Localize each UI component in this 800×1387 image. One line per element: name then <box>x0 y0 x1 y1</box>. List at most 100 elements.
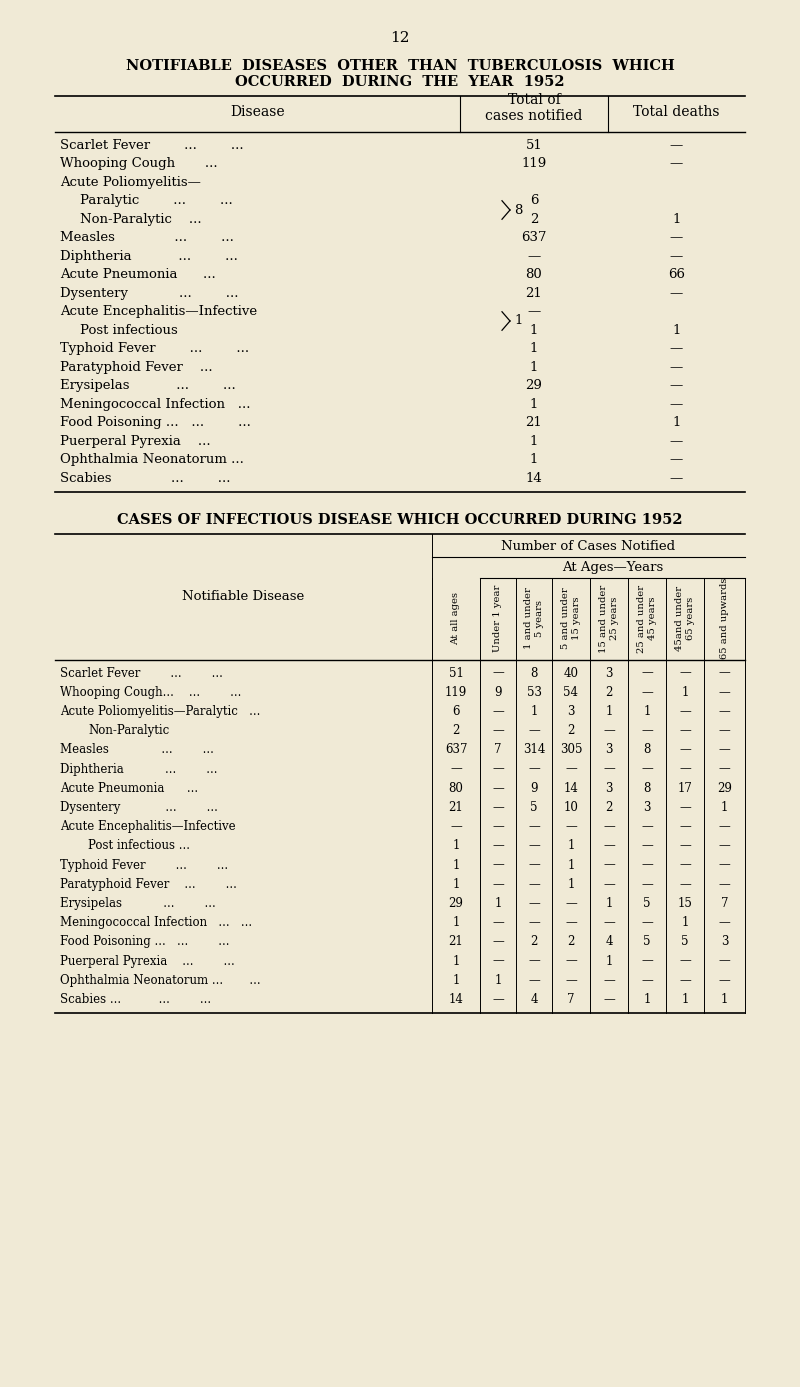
Text: —: — <box>718 724 730 738</box>
Text: 1: 1 <box>494 974 502 986</box>
Text: Dysentery            ...        ...: Dysentery ... ... <box>60 287 238 300</box>
Text: —: — <box>670 343 683 355</box>
Text: Food Poisoning ...   ...        ...: Food Poisoning ... ... ... <box>60 416 251 429</box>
Text: 1: 1 <box>672 416 681 429</box>
Text: Scabies              ...        ...: Scabies ... ... <box>60 472 230 484</box>
Text: —: — <box>679 859 691 871</box>
Text: —: — <box>670 434 683 448</box>
Text: 1: 1 <box>494 897 502 910</box>
Text: 119: 119 <box>445 685 467 699</box>
Text: Acute Pneumonia      ...: Acute Pneumonia ... <box>60 782 198 795</box>
Text: Under 1 year: Under 1 year <box>494 585 502 652</box>
Text: —: — <box>565 820 577 834</box>
Text: —: — <box>528 859 540 871</box>
Text: Paratyphoid Fever    ...        ...: Paratyphoid Fever ... ... <box>60 878 237 890</box>
Text: 1 and under
5 years: 1 and under 5 years <box>524 588 544 649</box>
Text: 51: 51 <box>449 667 463 680</box>
Text: 1: 1 <box>682 685 689 699</box>
Text: —: — <box>528 724 540 738</box>
Text: —: — <box>641 859 653 871</box>
Text: —: — <box>492 954 504 968</box>
Text: —: — <box>492 724 504 738</box>
Text: 5: 5 <box>643 935 650 949</box>
Text: —: — <box>718 743 730 756</box>
Text: 5: 5 <box>530 802 538 814</box>
Text: 7: 7 <box>567 993 574 1006</box>
Text: —: — <box>679 724 691 738</box>
Text: —: — <box>718 820 730 834</box>
Text: Scarlet Fever        ...        ...: Scarlet Fever ... ... <box>60 667 223 680</box>
Text: Acute Encephalitis—Infective: Acute Encephalitis—Infective <box>60 305 257 318</box>
Text: Non-Paralytic    ...: Non-Paralytic ... <box>80 212 202 226</box>
Text: —: — <box>670 361 683 373</box>
Text: Scarlet Fever        ...        ...: Scarlet Fever ... ... <box>60 139 244 151</box>
Text: Whooping Cough       ...: Whooping Cough ... <box>60 157 218 171</box>
Text: —: — <box>492 705 504 718</box>
Text: —: — <box>718 954 730 968</box>
Text: Measles              ...        ...: Measles ... ... <box>60 743 214 756</box>
Text: 29: 29 <box>526 379 542 393</box>
Text: —: — <box>603 724 615 738</box>
Text: 314: 314 <box>523 743 545 756</box>
Text: 2: 2 <box>606 802 613 814</box>
Text: —: — <box>641 763 653 775</box>
Text: 9: 9 <box>530 782 538 795</box>
Text: Meningococcal Infection   ...: Meningococcal Infection ... <box>60 398 250 411</box>
Text: —: — <box>528 897 540 910</box>
Text: —: — <box>603 993 615 1006</box>
Text: 1: 1 <box>606 954 613 968</box>
Text: —: — <box>528 839 540 853</box>
Text: 3: 3 <box>567 705 574 718</box>
Text: —: — <box>527 305 541 318</box>
Text: —: — <box>679 667 691 680</box>
Text: —: — <box>718 839 730 853</box>
Text: —: — <box>718 705 730 718</box>
Text: OCCURRED  DURING  THE  YEAR  1952: OCCURRED DURING THE YEAR 1952 <box>235 75 565 89</box>
Text: —: — <box>492 763 504 775</box>
Text: CASES OF INFECTIOUS DISEASE WHICH OCCURRED DURING 1952: CASES OF INFECTIOUS DISEASE WHICH OCCURR… <box>117 513 683 527</box>
Text: 1: 1 <box>530 398 538 411</box>
Text: —: — <box>679 802 691 814</box>
Text: 80: 80 <box>449 782 463 795</box>
Text: 2: 2 <box>567 724 574 738</box>
Text: Notifiable Disease: Notifiable Disease <box>182 589 305 603</box>
Text: 15 and under
25 years: 15 and under 25 years <box>599 584 618 653</box>
Text: —: — <box>492 667 504 680</box>
Text: —: — <box>641 954 653 968</box>
Text: 8: 8 <box>643 743 650 756</box>
Text: 1: 1 <box>682 917 689 929</box>
Text: 5: 5 <box>643 897 650 910</box>
Text: 6: 6 <box>452 705 460 718</box>
Text: 3: 3 <box>606 782 613 795</box>
Text: 1: 1 <box>452 954 460 968</box>
Text: Ophthalmia Neonatorum ...: Ophthalmia Neonatorum ... <box>60 454 244 466</box>
Text: Total of
cases notified: Total of cases notified <box>486 93 582 123</box>
Text: Non-Paralytic: Non-Paralytic <box>88 724 170 738</box>
Text: —: — <box>450 820 462 834</box>
Text: —: — <box>679 878 691 890</box>
Text: 305: 305 <box>560 743 582 756</box>
Text: —: — <box>670 472 683 484</box>
Text: 1: 1 <box>643 705 650 718</box>
Text: —: — <box>641 878 653 890</box>
Text: —: — <box>527 250 541 262</box>
Text: —: — <box>718 667 730 680</box>
Text: Number of Cases Notified: Number of Cases Notified <box>502 540 675 553</box>
Text: —: — <box>565 917 577 929</box>
Text: Paralytic        ...        ...: Paralytic ... ... <box>80 194 233 207</box>
Text: Total deaths: Total deaths <box>634 105 720 119</box>
Text: —: — <box>679 974 691 986</box>
Text: 1: 1 <box>721 802 728 814</box>
Text: —: — <box>718 974 730 986</box>
Text: 1: 1 <box>530 361 538 373</box>
Text: —: — <box>492 839 504 853</box>
Text: Dysentery            ...        ...: Dysentery ... ... <box>60 802 218 814</box>
Text: 40: 40 <box>563 667 578 680</box>
Text: 53: 53 <box>526 685 542 699</box>
Text: Puerperal Pyrexia    ...: Puerperal Pyrexia ... <box>60 434 210 448</box>
Text: —: — <box>641 839 653 853</box>
Text: 5 and under
15 years: 5 and under 15 years <box>562 588 581 649</box>
Text: 21: 21 <box>449 935 463 949</box>
Text: Acute Poliomyelitis—Paralytic   ...: Acute Poliomyelitis—Paralytic ... <box>60 705 260 718</box>
Text: —: — <box>492 878 504 890</box>
